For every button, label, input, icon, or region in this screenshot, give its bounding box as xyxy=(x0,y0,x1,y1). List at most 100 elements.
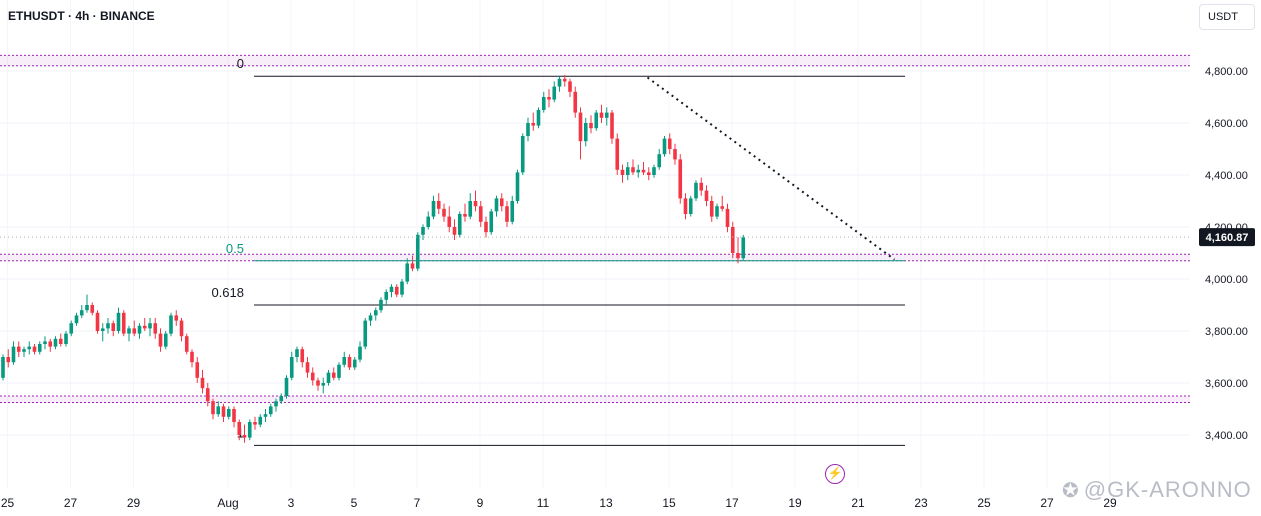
time-tick-label: 11 xyxy=(537,496,550,510)
candle-body xyxy=(232,409,236,422)
candle-body xyxy=(347,357,352,368)
candle-body xyxy=(631,167,635,173)
candle-body xyxy=(531,123,536,126)
candle-body xyxy=(85,305,89,311)
fib-label: 0 xyxy=(237,56,244,71)
fib-retracement: 00.50.6181 xyxy=(211,56,905,446)
candle-body xyxy=(90,305,95,313)
candle-body xyxy=(142,325,147,329)
candle-body xyxy=(6,357,11,363)
last-price-label: 4,160.87 xyxy=(0,228,1255,247)
zone-band xyxy=(0,55,1190,66)
candle-body xyxy=(646,172,651,175)
candle-body xyxy=(379,299,383,311)
currency-button[interactable]: USDT xyxy=(1199,4,1255,30)
candle-body xyxy=(342,357,347,365)
candle-body xyxy=(153,323,158,334)
watermark: ✪ @GK-ARONNO xyxy=(1062,477,1252,502)
candle-body xyxy=(16,346,21,352)
candle-body xyxy=(137,325,142,334)
candle-body xyxy=(652,167,656,175)
fib-label: 0.5 xyxy=(226,241,244,256)
time-axis: 25 27 29 Aug 3 5 7 9 11 13 15 17 19 21 23 25 27 29 xyxy=(1,496,1117,510)
candle-body xyxy=(316,380,320,386)
price-axis: 4,800.004,600.004,400.004,200.004,000.00… xyxy=(1205,66,1248,442)
candle-body xyxy=(662,138,667,155)
time-tick-label: Aug xyxy=(217,496,238,510)
candle-body xyxy=(394,286,399,295)
candle-body xyxy=(205,388,210,402)
candle-body xyxy=(295,349,299,357)
candle-body xyxy=(27,346,32,350)
time-tick-label: 7 xyxy=(414,496,421,510)
candle-body xyxy=(69,323,74,334)
candle-body xyxy=(478,206,483,222)
candle-body xyxy=(389,286,394,292)
lightning-icon[interactable]: ⚡ xyxy=(825,464,845,484)
candle-body xyxy=(599,112,604,118)
candle-body xyxy=(400,281,404,295)
candle-body xyxy=(337,364,341,378)
candle-body xyxy=(200,377,205,389)
candle-body xyxy=(620,169,625,175)
candle-body xyxy=(274,401,278,407)
candle-body xyxy=(736,253,740,259)
candle-body xyxy=(79,310,84,316)
candle-body xyxy=(326,372,331,383)
candle-body xyxy=(615,138,620,170)
candle-body xyxy=(310,372,315,381)
candle-body xyxy=(552,86,557,100)
price-tick-label: 4,000.00 xyxy=(1205,274,1248,286)
candle-body xyxy=(352,359,357,368)
candle-body xyxy=(494,198,499,212)
candle-body xyxy=(106,323,110,329)
candle-body xyxy=(95,312,100,331)
time-tick-label: 21 xyxy=(851,496,865,510)
time-tick-label: 25 xyxy=(977,496,991,510)
candle-body xyxy=(363,320,368,347)
candle-body xyxy=(730,227,735,253)
candle-body xyxy=(221,406,226,417)
candle-body xyxy=(715,206,719,217)
candle-body xyxy=(510,201,515,222)
candle-body xyxy=(58,338,63,344)
candle-body xyxy=(463,214,467,217)
time-tick-label: 23 xyxy=(914,496,928,510)
candle-body xyxy=(683,198,688,214)
candle-body xyxy=(468,201,473,217)
candle-body xyxy=(148,323,152,329)
candle-body xyxy=(132,328,137,334)
zone-band xyxy=(0,396,1190,403)
time-tick-label: 17 xyxy=(725,496,739,510)
candle-body xyxy=(111,323,116,331)
candle-body xyxy=(447,216,452,227)
candle-body xyxy=(64,333,68,344)
time-tick-label: 29 xyxy=(1103,496,1117,510)
candle-body xyxy=(452,227,457,235)
candle-body xyxy=(688,198,693,214)
time-tick-label: 25 xyxy=(1,496,15,510)
candle-body xyxy=(284,377,289,396)
candle-body xyxy=(741,237,746,259)
candle-body xyxy=(22,349,26,352)
candle-body xyxy=(163,333,168,347)
candle-body xyxy=(499,198,504,207)
candle-body xyxy=(578,112,583,142)
candle-body xyxy=(195,362,200,378)
time-tick-label: 15 xyxy=(662,496,676,510)
candle-body xyxy=(253,422,257,425)
candle-body xyxy=(657,154,662,168)
candle-body xyxy=(289,357,294,378)
horizontal-zones xyxy=(0,54,1190,403)
candle-body xyxy=(305,362,310,373)
symbol-title: ETHUSDT · 4h · BINANCE xyxy=(8,9,155,23)
candle-body xyxy=(704,190,709,201)
candle-body xyxy=(484,221,488,233)
candle-body xyxy=(405,263,410,282)
candle-body xyxy=(709,201,714,217)
time-tick-label: 19 xyxy=(788,496,802,510)
candle-body xyxy=(505,206,509,222)
candle-body xyxy=(1,357,5,378)
candle-body xyxy=(331,372,336,378)
